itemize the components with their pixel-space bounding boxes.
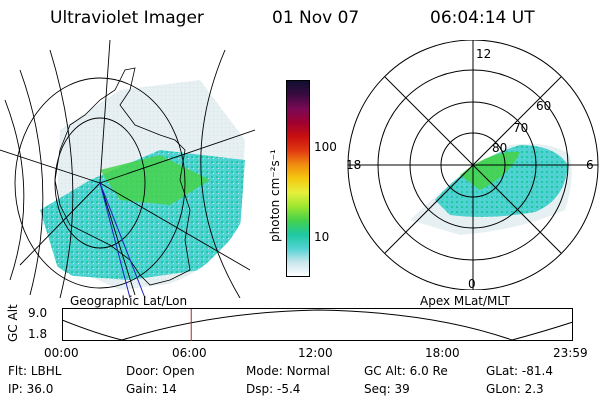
geo-map-panel	[0, 39, 256, 298]
colorbar	[286, 80, 310, 277]
instrument-title: Ultraviolet Imager	[50, 8, 204, 28]
timeline-xtick-1200: 12:00	[298, 346, 333, 360]
filter-status: Flt: LBHL	[8, 364, 62, 378]
timeline-ytick-high: 9.0	[28, 306, 48, 320]
geo-map-caption: Geographic Lat/Lon	[70, 294, 188, 308]
geo-grid	[0, 39, 256, 298]
ip-status: IP: 36.0	[8, 382, 54, 396]
timeline-xtick-0600: 06:00	[172, 346, 207, 360]
colorbar-tick-10: 10	[314, 230, 330, 244]
lat-label-80: 80	[492, 141, 507, 155]
date-label: 01 Nov 07	[272, 8, 360, 28]
mlt-label-12: 12	[476, 47, 491, 61]
polar-aurora-oval	[435, 145, 568, 217]
coastline	[54, 67, 191, 286]
polar-plot-panel: 12 18 6 0 60 70 80	[346, 40, 599, 290]
timeline-xtick-0000: 00:00	[44, 346, 79, 360]
glon-status: GLon: 2.3	[486, 382, 544, 396]
polar-grid	[347, 40, 599, 290]
timeline-ylabel: GC Alt	[6, 304, 20, 342]
gain-status: Gain: 14	[126, 382, 177, 396]
gcalt-status: GC Alt: 6.0 Re	[364, 364, 448, 378]
timeline-ytick-low: 1.8	[28, 327, 48, 341]
door-status: Door: Open	[126, 364, 195, 378]
colorbar-unit-label: photon cm⁻²s⁻¹	[268, 149, 282, 242]
dsp-status: Dsp: -5.4	[246, 382, 301, 396]
altitude-curve	[62, 309, 574, 341]
timeline-xtick-2359: 23:59	[553, 346, 588, 360]
mlt-label-0: 0	[468, 277, 476, 290]
mode-status: Mode: Normal	[246, 364, 330, 378]
aurora-bright-patch	[100, 155, 210, 205]
seq-status: Seq: 39	[364, 382, 410, 396]
timeline-plot	[62, 308, 574, 341]
mlt-label-6: 6	[586, 158, 594, 172]
colorbar-tick-100: 100	[314, 140, 337, 154]
time-label: 06:04:14 UT	[430, 8, 535, 28]
mlt-label-18: 18	[346, 158, 361, 172]
glat-status: GLat: -81.4	[486, 364, 553, 378]
timeline-xtick-1800: 18:00	[425, 346, 460, 360]
polar-plot-caption: Apex MLat/MLT	[420, 294, 510, 308]
terminator-line	[99, 182, 146, 298]
lat-label-70: 70	[513, 121, 528, 135]
lat-label-60: 60	[536, 99, 551, 113]
